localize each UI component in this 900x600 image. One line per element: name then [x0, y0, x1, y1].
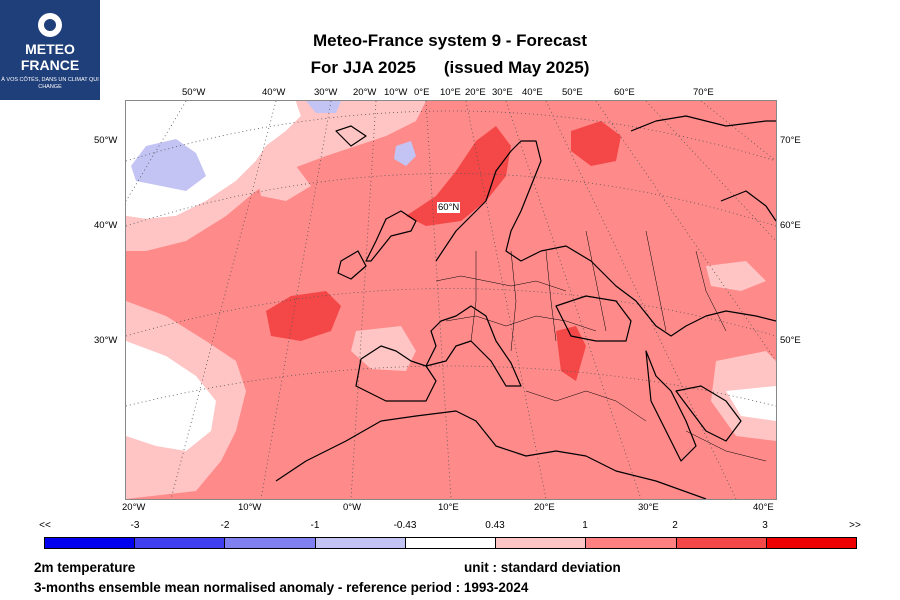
colorbar-label: 1: [582, 520, 588, 531]
top-lon-label: 20°W: [353, 87, 377, 98]
latitude-label-inner: 60°N: [437, 202, 461, 213]
graticule: [126, 101, 776, 499]
top-lon-label: 0°E: [414, 87, 430, 98]
top-lon-label: 40°E: [522, 87, 543, 98]
bottom-lon-label: 30°E: [638, 502, 659, 513]
negative-anomaly-patch: [131, 139, 206, 191]
description-label: 3-months ensemble mean normalised anomal…: [34, 580, 529, 595]
top-lon-label: 50°W: [182, 87, 206, 98]
top-lon-label: 40°W: [262, 87, 286, 98]
colorbar: [44, 537, 857, 549]
top-lon-label: 60°E: [614, 87, 635, 98]
bottom-lon-label: 10°E: [438, 502, 459, 513]
strong-anomaly-black-sea: [556, 326, 586, 381]
left-side-label: 40°W: [94, 220, 118, 231]
colorbar-swatch: [586, 538, 677, 548]
logo-text-france: FRANCE: [20, 57, 80, 73]
right-side-label: 60°E: [780, 220, 801, 231]
colorbar-swatch: [405, 538, 497, 548]
colorbar-swatch: [676, 538, 767, 548]
map-title: Meteo-France system 9 - Forecast: [313, 31, 587, 50]
unit-label: unit : standard deviation: [464, 560, 621, 575]
season-label: For JJA 2025: [310, 58, 416, 77]
colorbar-swatch: [315, 538, 406, 548]
logo-text-meteo: METEO: [25, 41, 75, 57]
colorbar-label: -2: [220, 520, 230, 531]
colorbar-swatch: [135, 538, 226, 548]
colorbar-label: -3: [130, 520, 140, 531]
bottom-lon-label: 0°W: [343, 502, 362, 513]
colorbar-label: >>: [849, 520, 861, 531]
colorbar-swatch: [45, 538, 136, 548]
left-side-label: 50°W: [94, 135, 118, 146]
variable-label: 2m temperature: [34, 560, 136, 575]
neutral-zone-north-atlantic: [126, 101, 301, 219]
top-lon-label: 30°W: [314, 87, 338, 98]
top-lon-label: 20°E: [465, 87, 486, 98]
colorbar-label: -0.43: [393, 520, 417, 531]
strong-anomaly-atlantic: [266, 291, 341, 341]
logo-globe-icon: [38, 13, 62, 37]
right-side-label: 70°E: [780, 135, 801, 146]
coastlines: [275, 115, 776, 499]
strong-anomaly-russia-north: [571, 121, 621, 166]
left-side-label: 30°W: [94, 335, 118, 346]
neutral-zone-southwest: [126, 341, 216, 451]
colorbar-label: -1: [310, 520, 320, 531]
top-lon-label: 10°W: [384, 87, 408, 98]
top-lon-label: 50°E: [562, 87, 583, 98]
top-lon-label: 70°E: [693, 87, 714, 98]
meteo-france-logo: METEO FRANCE À VOS CÔTÉS, DANS UN CLIMAT…: [0, 0, 100, 100]
colorbar-swatch: [496, 538, 587, 548]
right-side-label: 50°E: [780, 335, 801, 346]
bottom-lon-label: 10°W: [238, 502, 262, 513]
bottom-lon-label: 20°W: [122, 502, 146, 513]
top-lon-label: 10°E: [440, 87, 461, 98]
colorbar-swatch: [225, 538, 316, 548]
colorbar-label: <<: [39, 520, 51, 531]
colorbar-swatch: [766, 538, 856, 548]
map-subtitle: For JJA 2025 (issued May 2025): [250, 58, 650, 78]
bottom-lon-label: 20°E: [534, 502, 555, 513]
anomaly-map: [125, 100, 777, 500]
logo-tagline: À VOS CÔTÉS, DANS UN CLIMAT QUI CHANGE: [1, 77, 99, 90]
colorbar-label: 3: [762, 520, 768, 531]
issue-label: (issued May 2025): [443, 58, 590, 77]
top-lon-label: 30°E: [492, 87, 513, 98]
colorbar-label: 2: [672, 520, 678, 531]
bottom-lon-label: 40°E: [753, 502, 774, 513]
colorbar-label: 0.43: [485, 520, 505, 531]
weak-anomaly-iberia: [351, 326, 416, 371]
national-borders: [435, 230, 767, 462]
